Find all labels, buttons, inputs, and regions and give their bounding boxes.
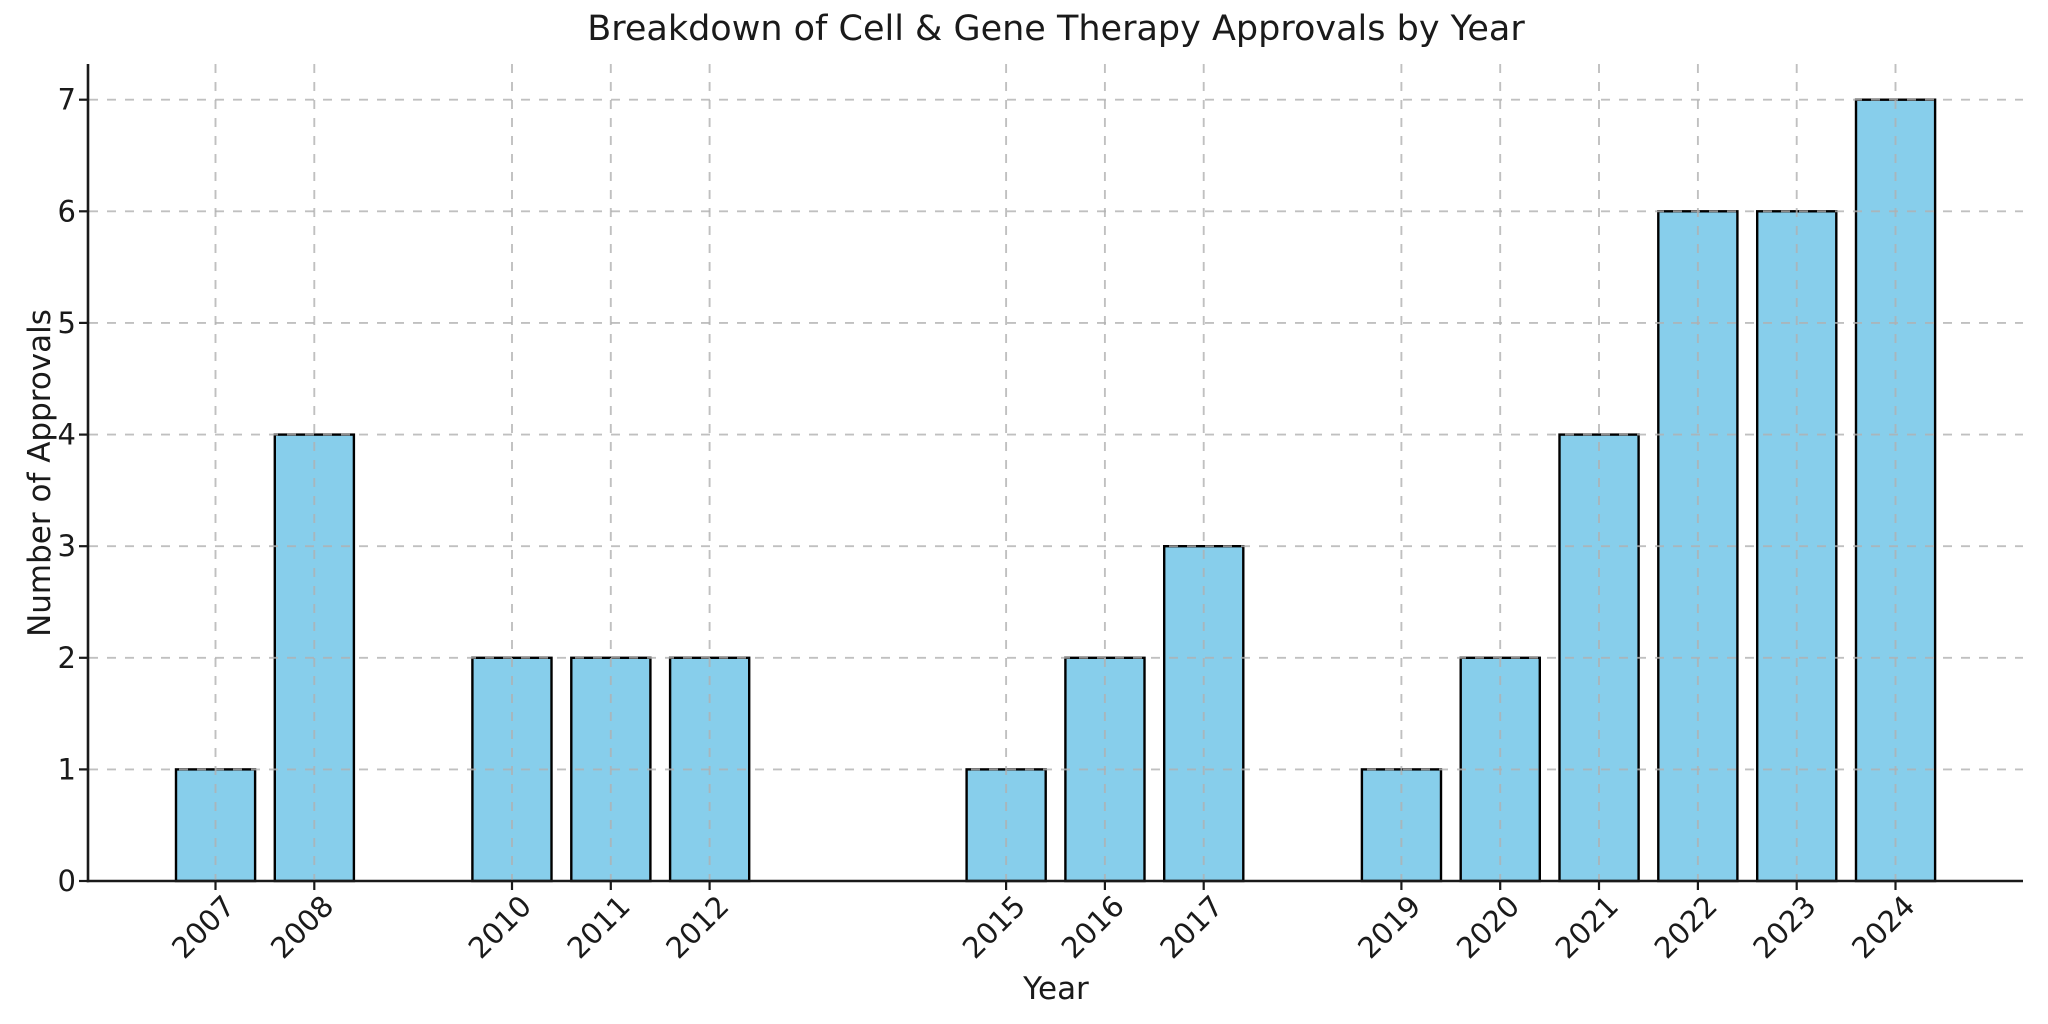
y-tick-label-2: 2: [58, 641, 76, 675]
y-tick-label-0: 0: [58, 864, 76, 898]
y-tick-label-4: 4: [58, 418, 76, 452]
y-tick-label-5: 5: [58, 306, 76, 340]
tick-marks-layer: [79, 98, 1897, 890]
axes-spines-layer: [86, 64, 2023, 883]
x-axis-title: Year: [1022, 971, 1089, 1007]
y-axis-title: Number of Approvals: [22, 309, 58, 637]
chart-title: Breakdown of Cell & Gene Therapy Approva…: [587, 9, 1525, 49]
y-tick-label-3: 3: [58, 529, 76, 563]
y-tick-labels-layer: 0 1 2 3 4 5 6 7: [58, 83, 76, 898]
y-tick-label-7: 7: [58, 83, 76, 117]
y-tick-label-6: 6: [58, 194, 76, 228]
y-tick-label-1: 1: [58, 752, 76, 786]
